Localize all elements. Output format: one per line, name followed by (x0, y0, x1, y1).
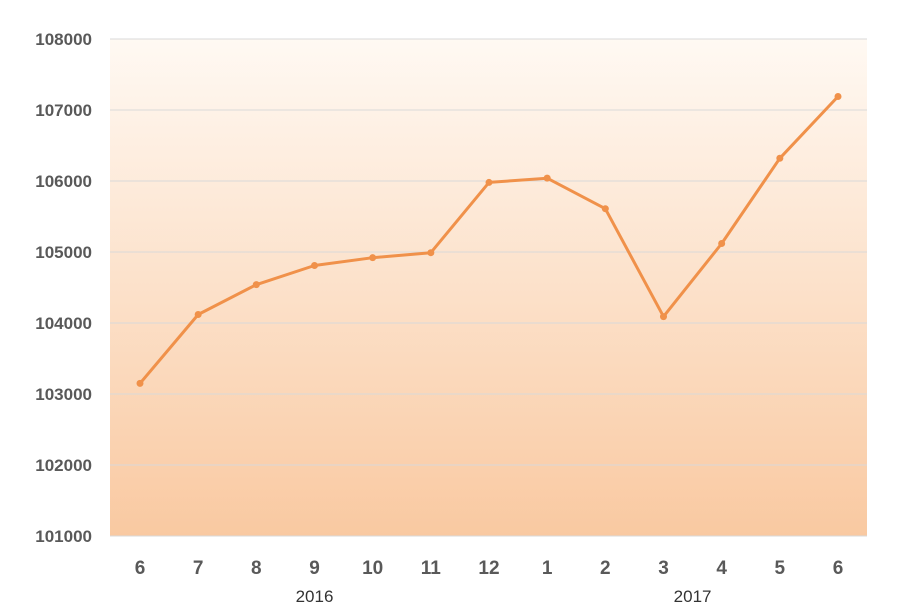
x-tick-label: 4 (716, 558, 727, 579)
data-point (369, 254, 377, 262)
x-axis-ticks: 6 7 8 9 10 11 12 1 2 3 4 5 6 (135, 558, 844, 579)
data-point (427, 249, 435, 257)
data-point (776, 154, 784, 162)
y-tick-label: 105000 (35, 243, 92, 262)
x-tick-label: 7 (193, 558, 204, 579)
y-axis-ticks: 101000 102000 103000 104000 105000 106000 1070… (35, 30, 92, 546)
x-tick-label: 2 (600, 558, 611, 579)
year-label: 2017 (674, 587, 712, 606)
y-tick-label: 102000 (35, 456, 92, 475)
x-axis-group-labels: 2016 2017 (296, 587, 712, 606)
data-point (834, 93, 842, 101)
data-point (194, 310, 202, 318)
y-tick-label: 106000 (35, 172, 92, 191)
y-tick-label: 107000 (35, 101, 92, 120)
x-tick-label: 8 (251, 558, 262, 579)
data-point (660, 313, 667, 321)
y-tick-label: 108000 (35, 30, 92, 49)
x-tick-label: 12 (478, 558, 499, 579)
x-tick-label: 6 (135, 558, 146, 579)
x-tick-label: 9 (309, 558, 320, 579)
x-tick-label: 6 (833, 558, 844, 579)
plot-background (110, 39, 867, 536)
data-point (136, 379, 144, 387)
data-point (601, 205, 609, 213)
x-tick-label: 3 (658, 558, 669, 579)
data-point (543, 174, 551, 182)
y-tick-label: 103000 (35, 385, 92, 404)
x-tick-label: 1 (542, 558, 553, 579)
data-point (252, 281, 260, 289)
data-point (311, 261, 318, 269)
x-tick-label: 10 (362, 558, 383, 579)
year-label: 2016 (296, 587, 334, 606)
data-point (718, 239, 726, 247)
x-tick-label: 5 (775, 558, 786, 579)
x-tick-label: 11 (421, 558, 442, 579)
y-tick-label: 101000 (35, 527, 92, 546)
series (136, 93, 842, 387)
data-point (485, 178, 493, 186)
y-tick-label: 104000 (35, 314, 92, 333)
